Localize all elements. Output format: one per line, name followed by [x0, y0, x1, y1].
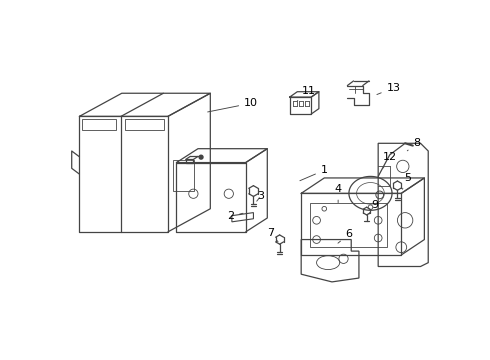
- Text: 5: 5: [402, 173, 411, 189]
- Text: 11: 11: [297, 86, 316, 101]
- Text: 2: 2: [227, 211, 243, 221]
- Circle shape: [199, 155, 203, 159]
- Text: 4: 4: [335, 184, 342, 203]
- Text: 1: 1: [300, 165, 328, 181]
- Text: 6: 6: [338, 229, 352, 243]
- Bar: [82, 120, 116, 130]
- Bar: [172, 160, 194, 191]
- Text: 9: 9: [369, 200, 378, 214]
- Text: 12: 12: [383, 152, 397, 168]
- Bar: [311, 203, 388, 247]
- Bar: [125, 120, 164, 130]
- Text: 8: 8: [407, 138, 420, 151]
- Text: 3: 3: [257, 191, 265, 201]
- Text: 7: 7: [267, 228, 278, 242]
- Text: 13: 13: [377, 83, 401, 95]
- Text: 10: 10: [208, 98, 258, 112]
